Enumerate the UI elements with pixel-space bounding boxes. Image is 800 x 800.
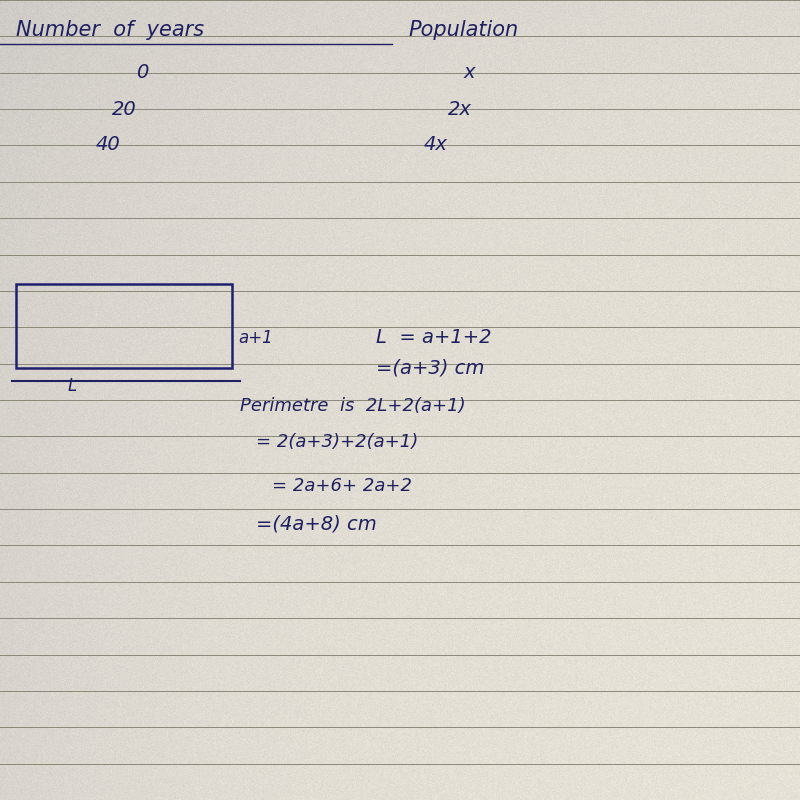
Text: x: x [464,62,475,82]
Text: = 2a+6+ 2a+2: = 2a+6+ 2a+2 [272,477,412,494]
Text: Number  of  years: Number of years [16,20,204,40]
Text: 4x: 4x [424,134,448,154]
Text: 40: 40 [96,134,121,154]
Text: L  = a+1+2: L = a+1+2 [376,328,491,347]
Text: Perimetre  is  2L+2(a+1): Perimetre is 2L+2(a+1) [240,397,466,414]
Text: Population: Population [408,20,518,40]
Bar [16,284,232,368]
Text: 2x: 2x [448,100,472,119]
Text: L: L [68,377,78,394]
Text: = 2(a+3)+2(a+1): = 2(a+3)+2(a+1) [256,433,418,450]
Text: =(a+3) cm: =(a+3) cm [376,358,484,378]
Text: 20: 20 [112,100,137,119]
Text: a+1: a+1 [238,329,273,346]
Text: =(4a+8) cm: =(4a+8) cm [256,514,377,534]
Text: 0: 0 [136,62,148,82]
